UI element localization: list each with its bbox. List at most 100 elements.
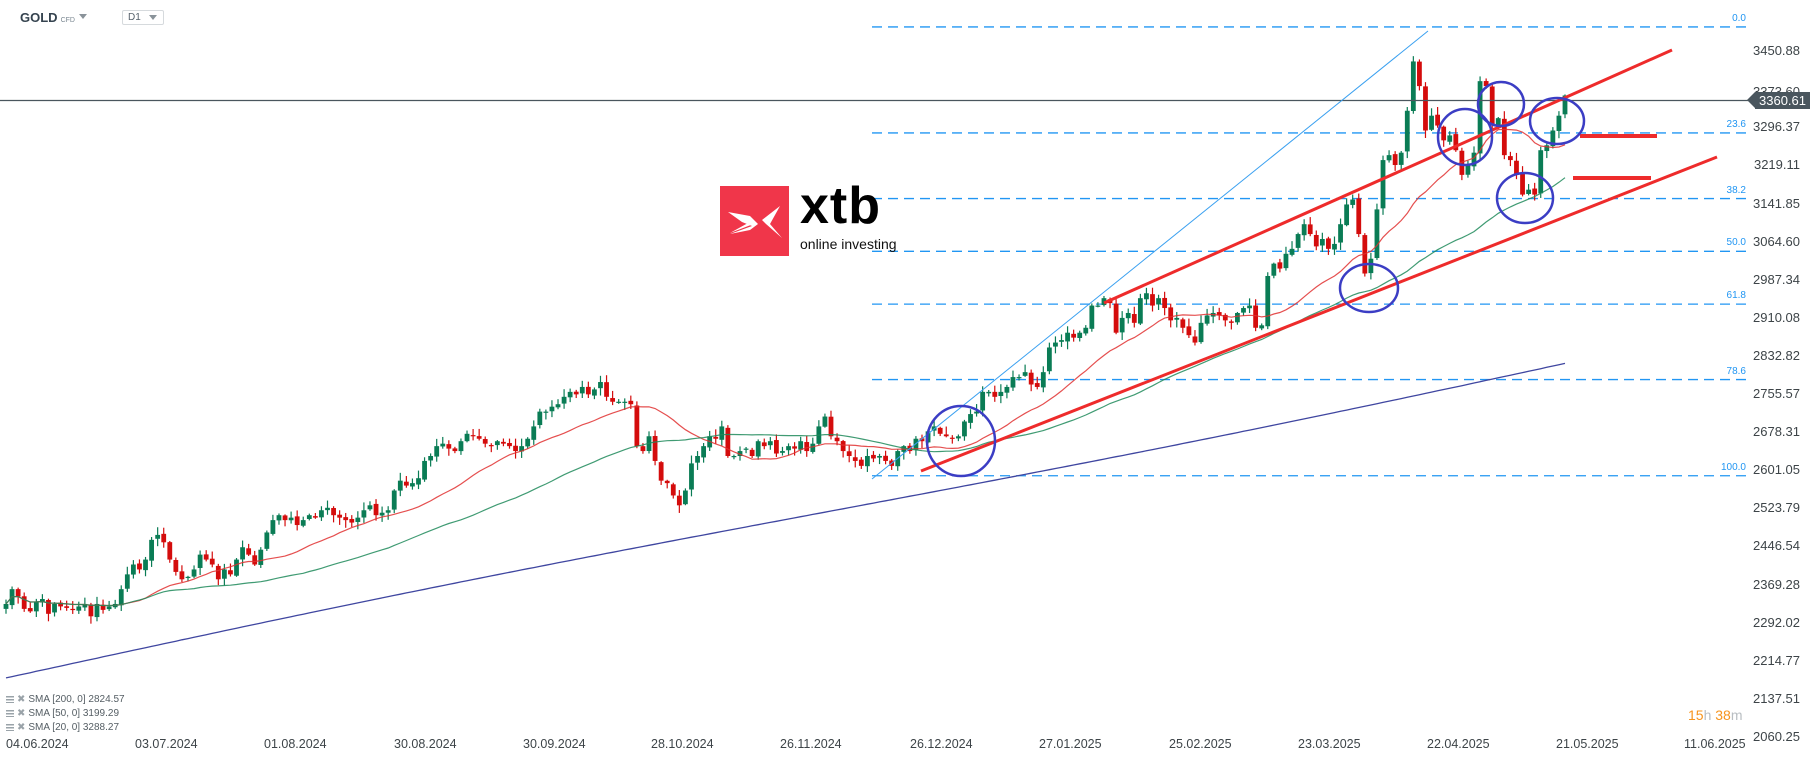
candle-body xyxy=(1222,314,1228,321)
timeframe-select[interactable]: D1 xyxy=(122,10,164,25)
list-icon[interactable] xyxy=(6,724,14,731)
time-axis-label: 01.08.2024 xyxy=(264,737,327,751)
candle-body xyxy=(1417,61,1422,87)
candle-body xyxy=(1265,275,1271,327)
candle-body xyxy=(1453,134,1459,151)
candle-body xyxy=(567,391,573,398)
candle-body xyxy=(828,416,834,437)
candle-body xyxy=(1441,126,1447,141)
candle-body xyxy=(573,391,579,395)
candle-body xyxy=(191,569,197,577)
list-icon[interactable] xyxy=(6,710,14,717)
indicator-label: SMA [20, 0] 3288.27 xyxy=(28,722,120,733)
candle-body xyxy=(70,608,76,611)
candle-body xyxy=(780,451,785,453)
candle-body xyxy=(46,599,51,614)
list-icon[interactable] xyxy=(6,696,14,703)
indicator-legend-sma200[interactable]: ✖ SMA [200, 0] 2824.57 xyxy=(6,694,125,705)
indicator-legend-sma50[interactable]: ✖ SMA [50, 0] 3199.29 xyxy=(6,708,119,719)
candle-body xyxy=(209,558,215,565)
candle-body xyxy=(537,411,543,426)
candle-body xyxy=(683,490,688,505)
countdown-hours: 15 xyxy=(1688,707,1704,723)
close-icon[interactable]: ✖ xyxy=(17,708,26,719)
candle-body xyxy=(1053,342,1058,347)
candle-body xyxy=(1168,307,1174,321)
price-axis-label: 3141.85 xyxy=(1753,195,1800,211)
candle-body xyxy=(1228,321,1234,323)
candle-body xyxy=(130,564,136,575)
candle-body xyxy=(1550,130,1556,147)
symbol-selector[interactable]: GOLD CFD xyxy=(20,10,75,25)
candle-body xyxy=(1344,204,1350,226)
candle-body xyxy=(883,455,888,461)
highlight-circle[interactable] xyxy=(925,404,997,478)
highlight-circle[interactable] xyxy=(1528,96,1586,146)
candle-body xyxy=(1562,95,1568,115)
candle-body xyxy=(1216,312,1222,316)
candle-body xyxy=(161,533,167,543)
candle-body xyxy=(349,518,355,523)
candle-body xyxy=(634,405,640,447)
candle-body xyxy=(1429,115,1434,130)
price-axis-label: 3373.60 xyxy=(1753,84,1800,92)
candle-body xyxy=(761,442,767,447)
fibonacci-level-label: 78.6 xyxy=(1726,365,1746,377)
candle-body xyxy=(379,512,385,516)
candle-body xyxy=(604,382,609,397)
candle-body xyxy=(3,603,9,609)
candle-body xyxy=(1368,258,1374,274)
fibonacci-level-label: 38.2 xyxy=(1726,184,1746,196)
candle-body xyxy=(434,446,440,457)
candle-body xyxy=(27,608,33,612)
indicator-legend-sma20[interactable]: ✖ SMA [20, 0] 3288.27 xyxy=(6,722,119,733)
indicator-label: SMA [200, 0] 2824.57 xyxy=(28,694,125,705)
candle-body xyxy=(276,515,282,521)
candle-body xyxy=(197,554,203,568)
highlight-circle[interactable] xyxy=(1495,171,1555,225)
time-axis-label: 22.04.2025 xyxy=(1427,737,1490,751)
candle-body xyxy=(1022,372,1028,376)
candle-body xyxy=(1392,154,1398,166)
channel-lower-line[interactable] xyxy=(920,155,1718,473)
close-icon[interactable]: ✖ xyxy=(17,694,26,705)
candle-body xyxy=(1289,248,1295,255)
time-axis-label: 04.06.2024 xyxy=(6,737,69,751)
candle-body xyxy=(143,559,148,571)
fibonacci-trend-line xyxy=(871,30,1429,480)
candle-body xyxy=(731,455,737,458)
candle-body xyxy=(33,601,39,612)
highlight-circle[interactable] xyxy=(1436,107,1494,167)
candle-body xyxy=(1137,298,1143,324)
channel-upper-line[interactable] xyxy=(1103,48,1673,305)
candle-body xyxy=(1295,234,1301,248)
candle-body xyxy=(1071,333,1077,338)
highlight-circle[interactable] xyxy=(1476,80,1526,128)
candle-body xyxy=(1241,308,1246,313)
candle-body xyxy=(822,416,828,427)
candle-body xyxy=(713,436,719,439)
candle-body xyxy=(1046,347,1052,372)
candle-body xyxy=(137,563,142,570)
price-axis-label: 2987.34 xyxy=(1753,271,1800,287)
sma20-line xyxy=(5,128,1566,607)
highlight-circle[interactable] xyxy=(1338,262,1400,314)
candle-body xyxy=(798,441,804,450)
candle-body xyxy=(1356,198,1362,235)
candle-body xyxy=(1514,160,1519,175)
price-axis-label: 2446.54 xyxy=(1753,538,1800,554)
candle-body xyxy=(1253,305,1259,328)
candle-body xyxy=(1235,312,1240,323)
candle-body xyxy=(94,603,100,618)
current-price-tag: 3360.61 xyxy=(1747,92,1810,109)
candle-body xyxy=(1495,118,1501,127)
candle-body xyxy=(1059,340,1064,342)
chevron-down-icon[interactable] xyxy=(79,14,87,19)
candle-body xyxy=(64,606,70,608)
candle-body xyxy=(106,606,112,610)
candle-body xyxy=(355,517,361,522)
close-icon[interactable]: ✖ xyxy=(17,722,26,733)
candle-body xyxy=(840,441,846,452)
candle-body xyxy=(598,382,603,389)
